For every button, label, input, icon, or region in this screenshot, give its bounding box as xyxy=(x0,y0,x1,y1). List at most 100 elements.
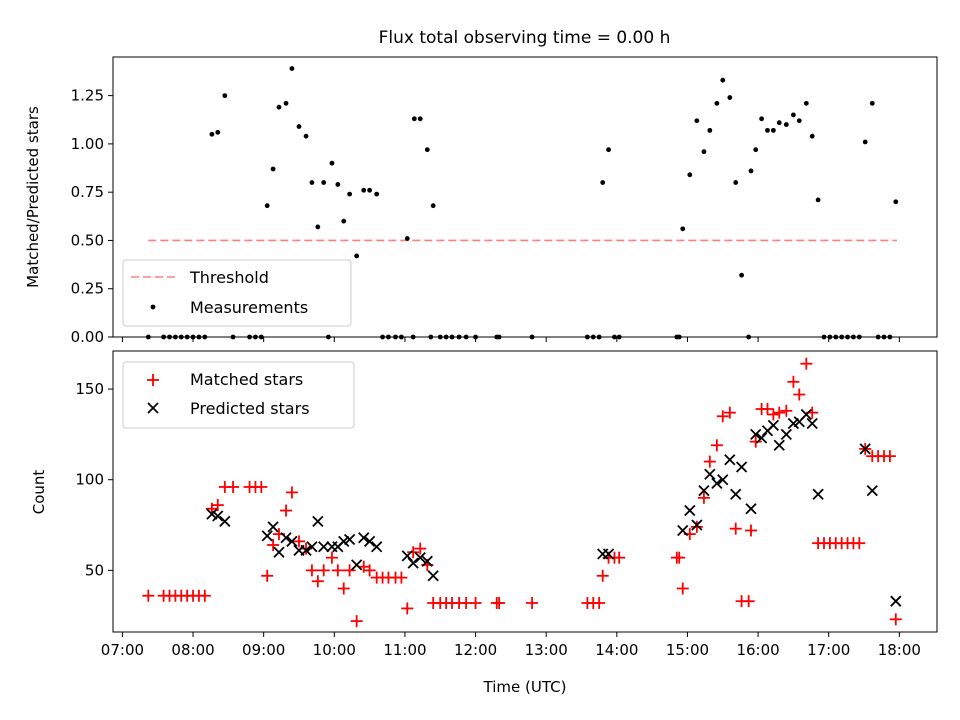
bottom-x-tick-label: 18:00 xyxy=(878,641,921,659)
measurement-point xyxy=(361,187,367,193)
measurement-point xyxy=(411,116,417,122)
measurement-point xyxy=(303,133,309,139)
measurement-point xyxy=(374,191,380,197)
matched-star-point xyxy=(255,480,268,493)
x-stroke xyxy=(363,535,376,547)
matched-star-point xyxy=(331,564,344,577)
measurement-point xyxy=(270,166,276,172)
x-stroke xyxy=(773,439,785,451)
bottom-y-axis-label: Count xyxy=(30,470,48,515)
matched-star-point xyxy=(311,575,324,588)
x-stroke xyxy=(750,428,762,441)
x-stroke xyxy=(677,524,689,537)
measurement-point xyxy=(776,120,782,126)
x-stroke xyxy=(812,488,824,500)
matched-star-point xyxy=(350,615,363,628)
matched-star-point xyxy=(703,455,716,468)
predicted-star-point xyxy=(711,477,723,489)
x-stroke xyxy=(219,515,231,528)
x-stroke xyxy=(427,570,439,582)
x-stroke xyxy=(691,519,703,531)
measurement-point xyxy=(264,203,270,209)
measurement-point xyxy=(296,124,302,129)
bottom-x-tick-label: 14:00 xyxy=(595,641,638,659)
measurement-point xyxy=(417,116,423,122)
predicted-legend-swatch xyxy=(147,402,159,414)
predicted-star-point xyxy=(219,515,231,528)
matched-star-point xyxy=(883,450,896,463)
measurement-point xyxy=(341,218,347,224)
chart-title: Flux total observing time = 0.00 h xyxy=(379,28,671,48)
matched-star-point xyxy=(780,404,793,417)
measurement-point xyxy=(753,147,759,153)
predicted-star-point xyxy=(306,541,318,553)
measurement-point xyxy=(739,272,744,278)
predicted-star-point xyxy=(312,515,324,528)
measurement-point xyxy=(606,147,611,153)
x-stroke xyxy=(351,559,363,571)
matched-star-point xyxy=(493,596,506,609)
predicted-star-point xyxy=(745,503,757,515)
x-stroke xyxy=(767,419,780,431)
x-stroke xyxy=(717,474,729,486)
x-stroke xyxy=(318,541,330,553)
bottom-panel: 50 100 150 07:00 08:00 09:00 10:00 11:00 12:00 1… xyxy=(30,350,938,696)
measurement-points xyxy=(145,66,899,340)
matched-star-point xyxy=(673,551,686,564)
predicted-star-point xyxy=(800,408,812,421)
x-stroke xyxy=(806,417,818,430)
measurement-point xyxy=(354,253,360,259)
measurement-point xyxy=(289,66,295,71)
measurement-point xyxy=(748,168,754,174)
x-stroke xyxy=(602,548,615,560)
matched-star-point xyxy=(613,551,626,564)
matched-star-point xyxy=(800,357,813,370)
x-stroke xyxy=(312,515,324,528)
x-stroke xyxy=(780,428,792,441)
measurement-point xyxy=(335,182,341,187)
measurement-point xyxy=(862,139,868,145)
measurement-point xyxy=(714,100,720,106)
x-stroke xyxy=(306,541,318,553)
matched-star-point xyxy=(267,538,280,551)
matched-star-point xyxy=(676,582,689,595)
measurement-point xyxy=(430,203,436,209)
measurement-point xyxy=(367,187,373,193)
x-stroke xyxy=(343,533,356,546)
x-stroke xyxy=(745,503,757,515)
top-y-tick-label: 0.75 xyxy=(71,183,104,201)
top-legend: Threshold Measurements xyxy=(122,259,352,327)
x-stroke xyxy=(421,555,433,567)
measurement-point xyxy=(215,129,221,135)
matched-star-point xyxy=(285,486,298,499)
predicted-star-point xyxy=(780,428,792,441)
bottom-x-tick-label: 10:00 xyxy=(313,641,356,659)
predicted-star-point xyxy=(363,535,376,547)
predicted-star-point xyxy=(427,570,439,582)
x-stroke xyxy=(859,443,871,455)
top-y-tick-label: 1.00 xyxy=(71,135,104,153)
matched-star-point xyxy=(414,542,427,555)
matched-star-point xyxy=(889,613,902,626)
matched-star-point xyxy=(793,388,806,401)
measurement-point xyxy=(680,226,686,232)
matched-star-point xyxy=(593,596,606,609)
x-stroke xyxy=(212,510,224,522)
bottom-x-tick-label: 12:00 xyxy=(454,641,497,659)
bottom-x-tick-label: 13:00 xyxy=(525,641,568,659)
matched-star-point xyxy=(395,571,408,584)
measurement-point xyxy=(222,93,228,99)
predicted-star-point xyxy=(859,443,871,455)
matched-star-point xyxy=(261,569,274,582)
matched-star-point xyxy=(761,403,774,416)
predicted-star-point xyxy=(677,524,689,537)
measurement-point xyxy=(321,180,327,185)
matched-star-point xyxy=(729,522,742,535)
measurement-point xyxy=(796,118,802,124)
x-stroke xyxy=(735,461,748,473)
predicted-star-point xyxy=(212,510,224,522)
count-points xyxy=(142,357,902,628)
bottom-x-tick-label: 16:00 xyxy=(736,641,779,659)
predicted-star-point xyxy=(750,428,762,441)
